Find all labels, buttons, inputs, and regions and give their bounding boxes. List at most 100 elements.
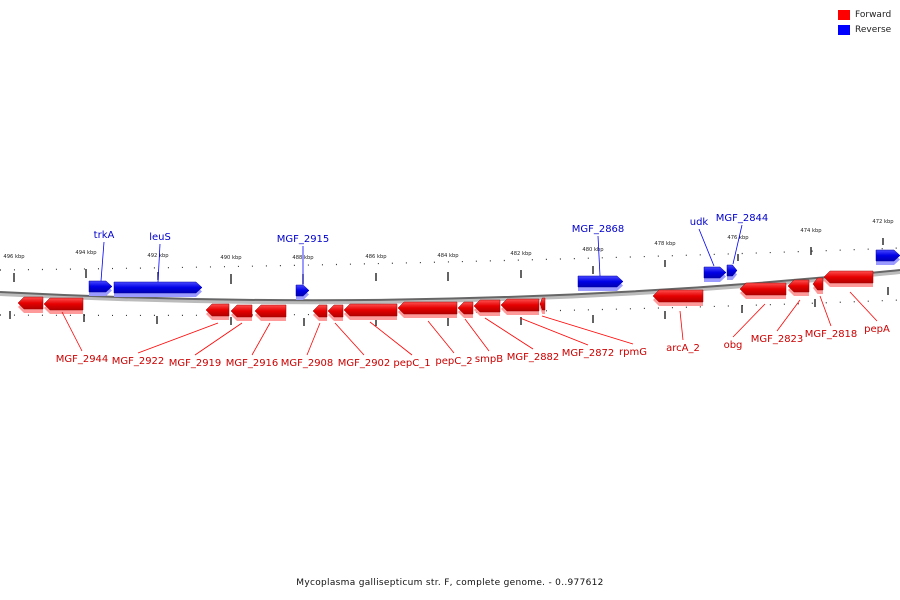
scale-tick-label: 482 kbp: [510, 251, 532, 257]
gene-label-mgf-2823[interactable]: MGF_2823: [751, 334, 804, 345]
gene-body: [739, 282, 787, 296]
gene-body: [312, 304, 328, 318]
gene-body: [230, 304, 253, 318]
forward-gene-leader: [306, 322, 321, 356]
gene-label-leus[interactable]: leuS: [149, 232, 171, 243]
forward-gene-leader: [61, 311, 83, 352]
forward-gene-leader: [194, 322, 243, 356]
scale-tick-label: 496 kbp: [3, 254, 25, 260]
forward-gene-leader: [484, 317, 534, 350]
gene-body: [295, 284, 310, 297]
forward-gene-leader: [541, 315, 634, 345]
reverse-gene-leader: [732, 224, 743, 265]
gene-label-arca-2[interactable]: arcA_2: [666, 343, 700, 354]
forward-gene-arrow[interactable]: [397, 301, 458, 318]
legend-forward: Forward: [838, 9, 891, 21]
gene-body: [823, 270, 874, 284]
reverse-gene-leader: [597, 235, 601, 277]
forward-gene-leader: [334, 322, 365, 356]
forward-gene-arrow[interactable]: [787, 279, 810, 296]
gene-body: [43, 297, 84, 311]
forward-gene-leader: [519, 317, 589, 346]
gene-label-pepc-1[interactable]: pepC_1: [393, 358, 430, 369]
legend-forward-label: Forward: [855, 10, 892, 20]
gene-body: [397, 301, 458, 315]
gene-body: [327, 304, 344, 318]
scale-tick-label: 484 kbp: [437, 253, 459, 259]
gene-label-mgf-2908[interactable]: MGF_2908: [281, 358, 334, 369]
legend-reverse: Reverse: [838, 24, 891, 36]
gene-label-mgf-2922[interactable]: MGF_2922: [112, 356, 165, 367]
gene-body: [875, 249, 900, 262]
gene-body: [88, 280, 113, 293]
forward-gene-leader: [464, 318, 490, 352]
forward-gene-arrow[interactable]: [312, 304, 328, 321]
forward-gene-arrow[interactable]: [327, 304, 344, 321]
reverse-gene-arrow[interactable]: [577, 275, 624, 291]
scale-tick-label: 480 kbp: [582, 247, 604, 253]
forward-gene-leader: [679, 310, 684, 341]
reverse-gene-arrow[interactable]: [726, 264, 738, 280]
gene-label-trka[interactable]: trkA: [94, 230, 115, 241]
forward-gene-leader: [251, 322, 271, 356]
gene-body: [254, 304, 287, 318]
forward-gene-leader: [849, 291, 878, 322]
forward-gene-leader: [776, 299, 801, 332]
reverse-gene-arrow[interactable]: [295, 284, 310, 300]
forward-gene-arrow[interactable]: [343, 303, 398, 320]
legend-forward-swatch: [838, 9, 850, 20]
forward-gene-arrow[interactable]: [230, 304, 253, 321]
scale-tick-label: 472 kbp: [872, 219, 894, 225]
gene-label-udk[interactable]: udk: [690, 217, 709, 228]
forward-gene-leader: [732, 303, 766, 338]
gene-body: [787, 279, 810, 293]
gene-body: [457, 301, 474, 315]
gene-body: [539, 297, 546, 311]
forward-gene-arrow[interactable]: [739, 282, 787, 299]
forward-gene-arrow[interactable]: [457, 301, 474, 318]
gene-label-mgf-2915[interactable]: MGF_2915: [277, 234, 330, 245]
reverse-gene-arrow[interactable]: [703, 266, 727, 282]
forward-gene-arrow[interactable]: [473, 299, 501, 316]
legend-reverse-label: Reverse: [855, 25, 892, 35]
gene-label-mgf-2916[interactable]: MGF_2916: [226, 358, 279, 369]
gene-label-obg[interactable]: obg: [724, 340, 743, 351]
reverse-gene-arrow[interactable]: [875, 249, 900, 265]
gene-body: [577, 275, 624, 288]
forward-gene-arrow[interactable]: [254, 304, 287, 321]
gene-label-rpmg[interactable]: rpmG: [619, 347, 647, 358]
gene-body: [726, 264, 738, 277]
gene-label-mgf-2844[interactable]: MGF_2844: [716, 213, 769, 224]
forward-gene-arrow[interactable]: [652, 289, 704, 306]
forward-gene-arrow[interactable]: [812, 277, 824, 294]
forward-gene-arrow[interactable]: [43, 297, 84, 314]
scale-tick-label: 490 kbp: [220, 255, 242, 261]
gene-label-mgf-2902[interactable]: MGF_2902: [338, 358, 391, 369]
gene-body: [17, 296, 44, 310]
gene-label-pepa[interactable]: pepA: [864, 324, 890, 335]
forward-gene-arrow[interactable]: [539, 297, 546, 314]
forward-gene-leader: [369, 321, 413, 356]
reverse-gene-leader: [698, 228, 715, 267]
reverse-gene-arrow[interactable]: [88, 280, 113, 296]
gene-label-smpb[interactable]: smpB: [475, 354, 503, 365]
forward-gene-arrow[interactable]: [205, 303, 230, 320]
reverse-gene-leader: [100, 241, 105, 282]
gene-body: [812, 277, 824, 291]
reverse-gene-arrow[interactable]: [113, 281, 203, 297]
forward-gene-arrow[interactable]: [500, 298, 540, 315]
gene-label-mgf-2882[interactable]: MGF_2882: [507, 352, 560, 363]
gene-label-mgf-2872[interactable]: MGF_2872: [562, 348, 615, 359]
scale-tick-label: 478 kbp: [654, 241, 676, 247]
forward-gene-leader: [427, 320, 455, 354]
forward-gene-arrow[interactable]: [17, 296, 44, 313]
gene-label-mgf-2818[interactable]: MGF_2818: [805, 329, 858, 340]
gene-body: [473, 299, 501, 313]
gene-label-pepc-2[interactable]: pepC_2: [435, 356, 472, 367]
gene-label-mgf-2919[interactable]: MGF_2919: [169, 358, 222, 369]
gene-label-mgf-2868[interactable]: MGF_2868: [572, 224, 625, 235]
gene-label-mgf-2944[interactable]: MGF_2944: [56, 354, 109, 365]
forward-gene-leader: [137, 322, 219, 354]
forward-gene-arrow[interactable]: [823, 270, 874, 287]
